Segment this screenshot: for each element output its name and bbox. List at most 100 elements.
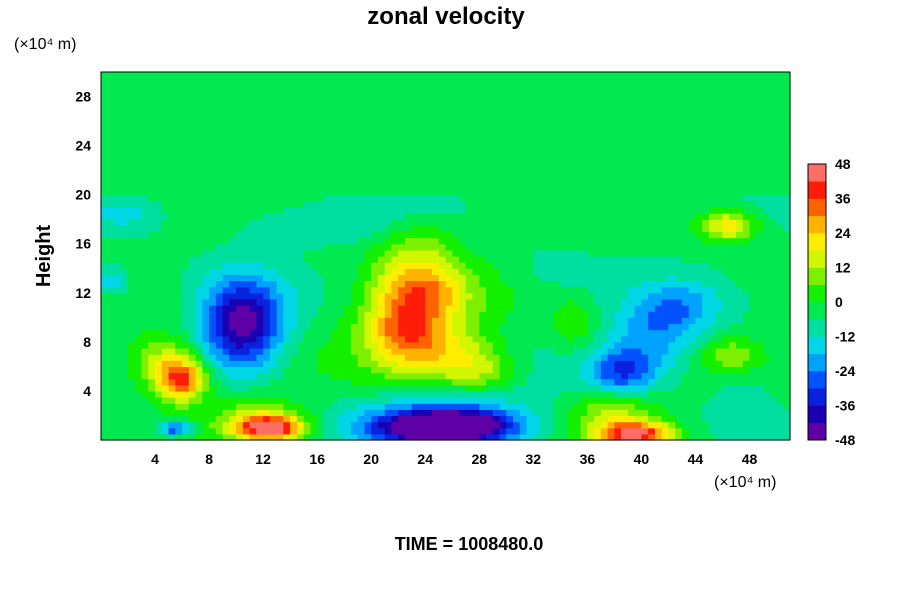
- heatmap-cell: [526, 274, 534, 282]
- heatmap-cell: [769, 415, 778, 423]
- heatmap-cell: [371, 157, 379, 165]
- heatmap-cell: [614, 372, 622, 380]
- heatmap-cell: [296, 305, 305, 312]
- heatmap-cell: [533, 237, 541, 245]
- heatmap-cell: [607, 182, 615, 190]
- heatmap-cell: [479, 225, 487, 233]
- heatmap-cell: [580, 354, 588, 361]
- heatmap-cell: [317, 348, 325, 355]
- heatmap-cell: [134, 219, 143, 226]
- heatmap-cell: [148, 409, 156, 417]
- heatmap-cell: [107, 151, 116, 159]
- heatmap-cell: [675, 256, 683, 263]
- heatmap-cell: [594, 378, 602, 386]
- heatmap-cell: [350, 372, 359, 380]
- heatmap-cell: [188, 390, 197, 398]
- heatmap-cell: [175, 256, 183, 263]
- heatmap-cell: [242, 354, 251, 361]
- heatmap-cell: [242, 256, 251, 263]
- heatmap-cell: [573, 292, 582, 300]
- heatmap-cell: [661, 354, 670, 361]
- heatmap-cell: [107, 145, 116, 153]
- heatmap-cell: [377, 298, 386, 306]
- heatmap-cell: [438, 256, 447, 263]
- heatmap-cell: [155, 305, 163, 312]
- heatmap-cell: [276, 170, 284, 177]
- heatmap-cell: [195, 335, 203, 343]
- heatmap-cell: [296, 170, 305, 177]
- heatmap-cell: [742, 262, 751, 269]
- y-axis-label: Height: [33, 225, 55, 288]
- heatmap-cell: [735, 231, 744, 239]
- heatmap-cell: [749, 176, 757, 183]
- heatmap-cell: [607, 305, 615, 312]
- heatmap-cell: [438, 213, 447, 220]
- heatmap-cell: [452, 249, 460, 257]
- heatmap-cell: [506, 298, 514, 306]
- heatmap-cell: [762, 366, 771, 374]
- heatmap-cell: [722, 176, 730, 183]
- heatmap-cell: [607, 311, 615, 318]
- heatmap-cell: [499, 354, 507, 361]
- heatmap-cell: [411, 427, 420, 435]
- heatmap-cell: [641, 390, 649, 398]
- heatmap-cell: [276, 427, 284, 435]
- heatmap-cell: [350, 390, 359, 398]
- heatmap-cell: [769, 219, 778, 226]
- heatmap-cell: [256, 305, 264, 312]
- heatmap-cell: [627, 433, 636, 441]
- heatmap-cell: [668, 311, 676, 318]
- heatmap-cell: [377, 139, 386, 147]
- heatmap-cell: [702, 274, 710, 282]
- heatmap-cell: [519, 157, 528, 165]
- heatmap-cell: [263, 145, 271, 153]
- heatmap-cell: [371, 200, 379, 208]
- heatmap-cell: [668, 268, 676, 275]
- heatmap-cell: [242, 372, 251, 380]
- heatmap-cell: [688, 409, 697, 417]
- heatmap-cell: [134, 384, 143, 392]
- heatmap-cell: [445, 415, 453, 423]
- heatmap-cell: [742, 298, 751, 306]
- heatmap-cell: [357, 164, 366, 171]
- heatmap-cell: [168, 151, 176, 159]
- heatmap-cell: [668, 164, 676, 171]
- heatmap-cell: [702, 409, 710, 417]
- heatmap-cell: [587, 262, 595, 269]
- heatmap-cell: [202, 415, 210, 423]
- heatmap-cell: [330, 280, 339, 288]
- heatmap-cell: [580, 164, 588, 171]
- heatmap-cell: [141, 384, 149, 392]
- heatmap-cell: [742, 225, 751, 233]
- heatmap-cell: [195, 157, 203, 165]
- heatmap-cell: [715, 219, 724, 226]
- heatmap-cell: [560, 219, 568, 226]
- heatmap-cell: [526, 341, 534, 349]
- heatmap-cell: [418, 421, 426, 429]
- heatmap-cell: [364, 415, 372, 423]
- heatmap-cell: [729, 397, 737, 404]
- heatmap-cell: [668, 145, 676, 153]
- heatmap-cell: [155, 182, 163, 190]
- heatmap-cell: [499, 243, 507, 251]
- heatmap-cell: [101, 317, 109, 325]
- heatmap-cell: [634, 329, 642, 337]
- heatmap-cell: [202, 421, 210, 429]
- heatmap-cell: [128, 164, 136, 171]
- heatmap-cell: [742, 421, 751, 429]
- heatmap-cell: [431, 188, 440, 196]
- heatmap-cell: [762, 256, 771, 263]
- heatmap-cell: [634, 311, 642, 318]
- heatmap-cell: [479, 329, 487, 337]
- heatmap-cell: [783, 194, 791, 202]
- heatmap-cell: [648, 139, 656, 147]
- heatmap-cell: [546, 225, 555, 233]
- heatmap-cell: [337, 378, 345, 386]
- heatmap-cell: [580, 286, 588, 294]
- heatmap-cell: [675, 433, 683, 441]
- heatmap-cell: [263, 292, 271, 300]
- heatmap-cell: [256, 378, 264, 386]
- heatmap-cell: [749, 231, 757, 239]
- heatmap-cell: [188, 262, 197, 269]
- heatmap-cell: [499, 286, 507, 294]
